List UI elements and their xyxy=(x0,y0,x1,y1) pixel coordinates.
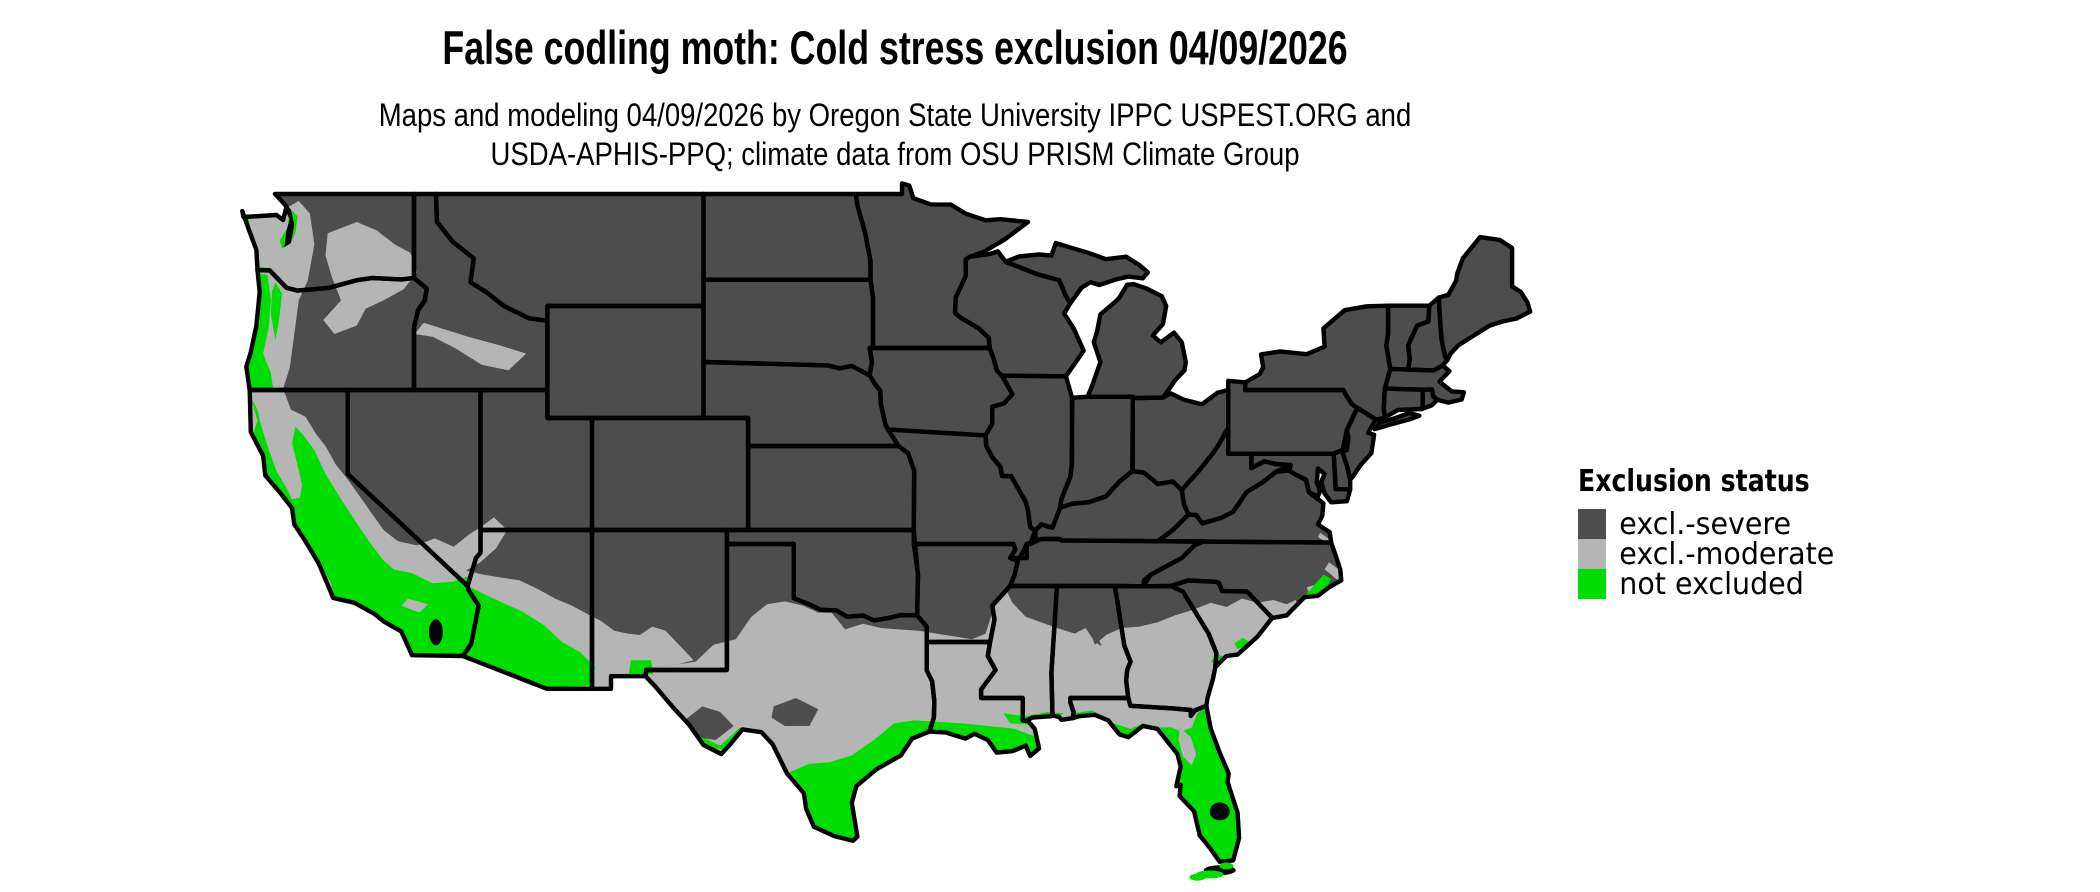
state-milp xyxy=(1087,284,1186,399)
severe-patch-2 xyxy=(1083,619,1102,647)
state-ks xyxy=(748,446,915,530)
lake-okeechobee xyxy=(1209,802,1230,821)
state-nv xyxy=(347,390,481,586)
legend: Exclusion status excl.-severe excl.-moder… xyxy=(1578,464,1854,602)
moderate-region-4 xyxy=(414,322,527,371)
legend-label-not-excluded: not excluded xyxy=(1619,567,1804,602)
state-wy xyxy=(547,306,704,418)
state-mn xyxy=(855,183,1028,348)
state-ne xyxy=(703,362,899,446)
state-border-milp xyxy=(1085,282,1188,401)
moderate-region-5 xyxy=(1324,562,1341,581)
state-border-fl xyxy=(1068,695,1242,864)
salton-sea xyxy=(428,619,443,646)
map-subtitle-line1: Maps and modeling 04/09/2026 by Oregon S… xyxy=(378,97,1412,133)
legend-label-moderate: excl.-moderate xyxy=(1619,537,1835,572)
map-layer-borders xyxy=(240,181,1533,864)
state-mt xyxy=(435,194,704,321)
legend-swatch-not-excluded xyxy=(1578,569,1606,599)
severe-patch-1 xyxy=(771,698,819,726)
state-wi xyxy=(955,251,1084,377)
state-nd xyxy=(703,194,871,280)
not-excluded-region-14 xyxy=(1234,637,1251,649)
state-border-nc xyxy=(1141,539,1344,621)
florida-keys xyxy=(1189,862,1236,881)
map-heading: False codling moth: Cold stress exclusio… xyxy=(0,0,1790,173)
legend-swatch-moderate xyxy=(1578,539,1606,569)
state-ut xyxy=(480,390,592,530)
state-mo xyxy=(888,429,1036,558)
state-oh xyxy=(1132,390,1229,491)
state-nh xyxy=(1408,297,1448,371)
state-ok xyxy=(726,530,918,621)
state-me xyxy=(1438,237,1531,361)
state-sd xyxy=(703,279,873,376)
state-border-miup xyxy=(1003,240,1151,306)
state-nc xyxy=(1143,541,1342,618)
state-ri xyxy=(1421,389,1438,409)
legend-title: Exclusion status xyxy=(1578,464,1810,499)
not-excluded-region-4 xyxy=(250,397,479,658)
state-wv xyxy=(1181,428,1291,524)
state-border-me xyxy=(1436,234,1533,363)
legend-item-not-excluded: not excluded xyxy=(1578,567,1854,602)
puget-sound-water xyxy=(278,202,295,248)
legend-item-severe: excl.-severe xyxy=(1578,507,1854,542)
moderate-patch-1 xyxy=(401,598,429,613)
state-in xyxy=(1060,396,1133,508)
map-title: False codling moth: Cold stress exclusio… xyxy=(442,21,1348,74)
legend-swatch-severe xyxy=(1578,509,1606,539)
state-ny xyxy=(1245,305,1391,420)
moderate-region-7 xyxy=(1317,532,1331,543)
severe-patch-0 xyxy=(684,706,734,740)
moderate-patch-0 xyxy=(1178,727,1197,766)
state-il xyxy=(985,375,1073,531)
legend-rows: excl.-severe excl.-moderate not excluded xyxy=(1578,507,1854,602)
state-co xyxy=(592,418,749,530)
legend-label-severe: excl.-severe xyxy=(1619,507,1792,542)
map-subtitle-line2: USDA-APHIS-PPQ; climate data from OSU PR… xyxy=(490,136,1300,172)
state-miup xyxy=(1005,243,1148,304)
state-border-tx xyxy=(643,541,937,843)
state-ky xyxy=(1030,471,1189,544)
state-pa xyxy=(1228,380,1358,454)
not-excluded-region-5 xyxy=(462,586,596,689)
state-border-md xyxy=(1249,451,1353,505)
state-border-li xyxy=(1372,410,1422,432)
state-de xyxy=(1333,450,1351,490)
keys-island-green xyxy=(1219,862,1234,870)
keys-island-green xyxy=(1189,873,1206,881)
state-vt xyxy=(1386,305,1430,370)
moderate-region-1 xyxy=(242,388,694,704)
state-tn xyxy=(1010,539,1203,587)
not-excluded-region-2 xyxy=(245,273,274,389)
not-excluded-region-3 xyxy=(270,282,282,340)
not-excluded-region-15 xyxy=(1302,574,1332,599)
state-ia xyxy=(869,348,1013,436)
legend-item-moderate: excl.-moderate xyxy=(1578,537,1854,572)
